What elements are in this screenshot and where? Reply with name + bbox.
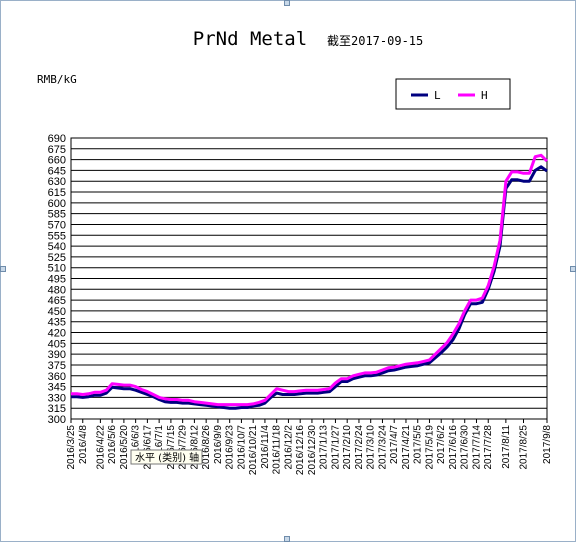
y-tick-label: 645: [48, 165, 66, 177]
x-tick-label: 2016/6/17: [142, 425, 153, 470]
x-tick-label: 2016/4/8: [78, 425, 89, 464]
grid-lines: [71, 137, 547, 420]
y-tick-label: 360: [48, 371, 66, 383]
x-tick-label: 2017/4/7: [389, 425, 400, 464]
series-line-h: [71, 153, 549, 407]
resize-handle-top[interactable]: [284, 0, 290, 6]
y-tick-label: 660: [48, 155, 66, 167]
x-tick-label: 2017/5/5: [413, 425, 424, 464]
y-tick-label: 345: [48, 382, 66, 394]
x-tick-label: 2016/5/20: [119, 425, 130, 470]
y-tick-label: 390: [48, 349, 66, 361]
x-tick-label: 2017/7/28: [483, 425, 494, 470]
legend-label-l: L: [434, 89, 441, 102]
y-tick-label: 555: [48, 230, 66, 242]
x-tick-label: 2017/3/10: [366, 425, 377, 470]
x-tick-label: 2016/11/4: [260, 425, 271, 469]
y-tick-label: 540: [48, 241, 66, 253]
plot-area: [70, 137, 548, 420]
y-axis: 3003153303453603753904054204354504654804…: [48, 133, 66, 426]
x-tick-label: 2016/7/15: [166, 425, 177, 470]
x-tick-label: 2017/6/16: [448, 425, 459, 470]
x-tick-label: 2016/9/23: [225, 425, 236, 470]
x-tick-label: 2017/6/2: [436, 425, 447, 464]
y-axis-unit-label: RMB/kG: [37, 73, 77, 86]
y-tick-label: 375: [48, 360, 66, 372]
x-tick-label: 2016/5/6: [107, 425, 118, 464]
x-tick-label: 2016/12/30: [307, 425, 318, 475]
y-tick-label: 315: [48, 403, 66, 415]
y-tick-label: 300: [48, 414, 66, 426]
x-tick-label: 2017/1/13: [319, 425, 330, 470]
y-tick-label: 525: [48, 252, 66, 264]
x-tick-label: 2017/3/24: [377, 425, 388, 470]
x-tick-label: 2016/7/1: [154, 425, 165, 464]
y-tick-label: 615: [48, 187, 66, 199]
chart-subtitle: 截至2017-09-15: [327, 34, 423, 48]
y-tick-label: 450: [48, 306, 66, 318]
axis-tooltip: 水平 (类别) 轴: [130, 449, 203, 465]
legend: L H: [395, 78, 511, 110]
y-tick-label: 675: [48, 144, 66, 156]
x-tick-label: 2016/4/22: [95, 425, 106, 470]
x-tick-label: 2016/12/2: [283, 425, 294, 470]
x-tick-label: 2016/11/18: [272, 425, 283, 475]
y-tick-label: 435: [48, 317, 66, 329]
x-tick-label: 2016/6/3: [131, 425, 142, 464]
x-tick-label: 2017/5/19: [424, 425, 435, 470]
x-tick-label: 2017/2/10: [342, 425, 353, 470]
x-tick-label: 2017/8/25: [518, 425, 529, 470]
y-tick-label: 510: [48, 263, 66, 275]
y-tick-label: 600: [48, 198, 66, 210]
series-line-l: [71, 165, 548, 410]
y-tick-label: 465: [48, 295, 66, 307]
x-tick-label: 2017/1/27: [330, 425, 341, 470]
x-tick-label: 2017/4/21: [401, 425, 412, 470]
x-tick-label: 2016/10/21: [248, 425, 259, 475]
chart-title: PrNd Metal: [193, 28, 307, 50]
x-tick-label: 2017/2/24: [354, 425, 365, 470]
y-tick-label: 480: [48, 284, 66, 296]
y-tick-label: 330: [48, 392, 66, 404]
tooltip-text: 水平 (类别) 轴: [135, 451, 199, 464]
y-tick-label: 630: [48, 176, 66, 188]
y-tick-label: 585: [48, 209, 66, 221]
x-tick-label: 2016/3/25: [66, 425, 77, 470]
legend-label-h: H: [481, 89, 488, 102]
x-axis[interactable]: 2016/3/25 2016/4/8 2016/4/22 2016/5/6 2016/5…: [66, 419, 553, 475]
x-tick-label: 2016/8/12: [189, 425, 200, 470]
y-tick-label: 405: [48, 338, 66, 350]
tooltip-box: [130, 449, 203, 465]
x-tick-label: 2017/8/11: [501, 425, 512, 469]
y-tick-label: 690: [48, 133, 66, 145]
y-tick-label: 420: [48, 328, 66, 340]
x-tick-label: 2016/9/9: [213, 425, 224, 464]
x-tick-label: 2017/9/8: [542, 425, 553, 464]
y-tick-label: 495: [48, 274, 66, 286]
resize-handle-left[interactable]: [0, 266, 6, 272]
series-lines: [71, 153, 549, 410]
x-tick-label: 2016/8/26: [201, 425, 212, 470]
x-tick-label: 2017/6/30: [460, 425, 471, 470]
x-tick-label: 2016/10/7: [236, 425, 247, 470]
x-tick-label: 2016/7/29: [178, 425, 189, 470]
y-tick-label: 570: [48, 219, 66, 231]
x-tick-label: 2017/7/14: [471, 425, 482, 470]
x-tick-label: 2016/12/16: [295, 425, 306, 475]
